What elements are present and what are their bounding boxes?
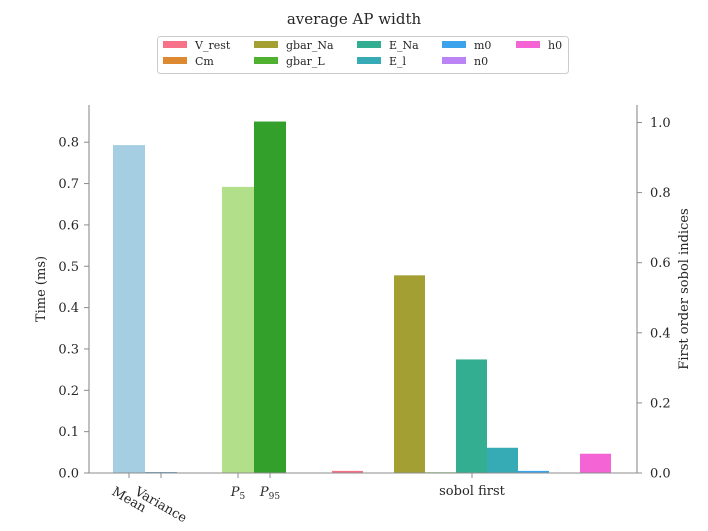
legend-swatch-h0 xyxy=(516,41,540,48)
x-label-p95-main: P xyxy=(259,485,269,500)
chart-title: average AP width xyxy=(287,10,422,28)
bar-sobol-h0 xyxy=(580,453,611,473)
y-axis-label-left: Time (ms) xyxy=(34,256,49,322)
bar-p95 xyxy=(254,121,286,473)
bar-sobol-gbar_na xyxy=(394,275,425,473)
y-tick-label-left: 0.7 xyxy=(58,177,79,192)
y-tick-label-left: 0.5 xyxy=(58,260,79,275)
legend-label-gbar_l: gbar_L xyxy=(286,55,325,68)
legend-swatch-e_l xyxy=(357,57,381,64)
legend-swatch-v_rest xyxy=(163,41,187,48)
bar-sobol-m0 xyxy=(518,470,549,473)
x-label-sobol: sobol first xyxy=(439,484,505,499)
y-tick-label-left: 0.2 xyxy=(58,384,79,399)
y-tick-label-right: 0.2 xyxy=(650,396,671,411)
y-tick-label-right: 0.4 xyxy=(650,326,671,341)
y-tick-label-left: 0.3 xyxy=(58,342,79,357)
y-tick-label-left: 0.4 xyxy=(58,301,79,316)
legend-label-v_rest: V_rest xyxy=(194,39,231,52)
legend-label-gbar_na: gbar_Na xyxy=(286,39,334,52)
x-label-p95-sub: 95 xyxy=(269,492,281,502)
legend-swatch-cm xyxy=(163,57,187,64)
bar-sobol-e_na xyxy=(456,359,487,473)
legend-label-e_l: E_l xyxy=(389,55,407,68)
x-label-p5: P5 xyxy=(230,485,246,502)
bar-p5 xyxy=(222,186,254,473)
x-label-p5-main: P xyxy=(230,485,240,500)
legend-swatch-gbar_l xyxy=(254,57,278,64)
legend-swatch-n0 xyxy=(442,57,466,64)
y-tick-label-left: 0.6 xyxy=(58,218,79,233)
legend-swatch-m0 xyxy=(442,41,466,48)
x-label-p95: P95 xyxy=(259,485,280,502)
legend-label-m0: m0 xyxy=(474,39,491,52)
legend-label-h0: h0 xyxy=(548,39,562,52)
axes: 0.0 0.1 0.2 0.3 0.4 0.5 0.6 0.7 0.8 0.0 0.2 0.4 0.6 0… xyxy=(58,105,671,526)
y-tick-label-right: 0.8 xyxy=(650,186,671,201)
y-axis-label-right: First order sobol indices xyxy=(677,208,692,369)
x-label-p5-sub: 5 xyxy=(240,492,246,502)
legend-label-n0: n0 xyxy=(474,55,488,68)
y-tick-label-left: 0.8 xyxy=(58,136,79,151)
y-tick-label-right: 1.0 xyxy=(650,116,671,131)
y-tick-label-left: 0.1 xyxy=(58,425,79,440)
y-tick-label-right: 0.0 xyxy=(650,467,671,482)
legend-label-cm: Cm xyxy=(195,55,214,68)
bar-mean xyxy=(113,145,145,474)
bars xyxy=(113,121,611,474)
legend-swatch-e_na xyxy=(357,41,381,48)
legend-label-e_na: E_Na xyxy=(389,39,419,52)
bar-sobol-e_l xyxy=(487,447,518,473)
legend: V_rest Cm gbar_Na gbar_L E_Na E_l m0 n0 h0 xyxy=(157,36,569,74)
y-tick-label-right: 0.6 xyxy=(650,256,671,271)
bar-sobol-v_rest xyxy=(332,470,363,473)
y-tick-label-left: 0.0 xyxy=(58,467,79,482)
legend-swatch-gbar_na xyxy=(254,41,278,48)
